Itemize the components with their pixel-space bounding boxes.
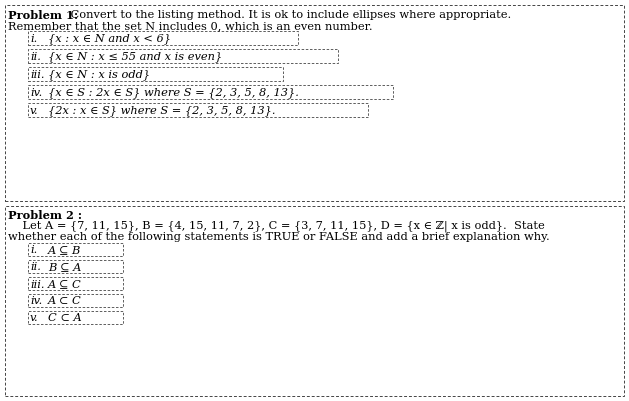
Text: {x ∈ N : x is odd}: {x ∈ N : x is odd} — [48, 69, 150, 80]
Text: Convert to the listing method. It is ok to include ellipses where appropriate.: Convert to the listing method. It is ok … — [67, 10, 511, 20]
Text: Problem 1:: Problem 1: — [8, 10, 78, 21]
Bar — [5, 6, 624, 201]
Text: B ⊆ A: B ⊆ A — [48, 262, 81, 272]
Bar — [28, 294, 123, 307]
Bar — [28, 68, 283, 82]
Text: iii.: iii. — [30, 70, 45, 80]
Text: ii.: ii. — [30, 52, 41, 62]
Bar — [28, 104, 368, 118]
Text: {x ∈ N : x ≤ 55 and x is even}: {x ∈ N : x ≤ 55 and x is even} — [48, 51, 222, 62]
Text: v.: v. — [30, 106, 38, 116]
Bar — [28, 243, 123, 256]
Text: {x ∈ S : 2x ∈ S} where S = {2, 3, 5, 8, 13}.: {x ∈ S : 2x ∈ S} where S = {2, 3, 5, 8, … — [48, 87, 299, 98]
Bar — [28, 32, 298, 46]
Text: iv.: iv. — [30, 88, 42, 98]
Text: Let A = {7, 11, 15}, B = {4, 15, 11, 7, 2}, C = {3, 7, 11, 15}, D = {x ∈ ℤ| x is: Let A = {7, 11, 15}, B = {4, 15, 11, 7, … — [8, 221, 545, 232]
Text: Remember that the set N includes 0, which is an even number.: Remember that the set N includes 0, whic… — [8, 21, 372, 31]
Text: i.: i. — [30, 34, 37, 44]
Text: A ⊂ C: A ⊂ C — [48, 296, 82, 306]
Bar — [28, 50, 338, 64]
Text: iii.: iii. — [30, 279, 45, 289]
Text: iv.: iv. — [30, 296, 42, 306]
Bar — [28, 277, 123, 290]
Bar — [28, 86, 393, 100]
Text: v.: v. — [30, 313, 38, 323]
Text: C ⊂ A: C ⊂ A — [48, 313, 82, 323]
Text: whether each of the following statements is TRUE or FALSE and add a brief explan: whether each of the following statements… — [8, 231, 550, 241]
Text: {2x : x ∈ S} where S = {2, 3, 5, 8, 13}.: {2x : x ∈ S} where S = {2, 3, 5, 8, 13}. — [48, 105, 276, 116]
Text: A ⊆ B: A ⊆ B — [48, 245, 81, 255]
Text: Problem 2 :: Problem 2 : — [8, 209, 82, 221]
Text: A ⊆ C: A ⊆ C — [48, 279, 82, 289]
Text: {x : x ∈ N and x < 6}: {x : x ∈ N and x < 6} — [48, 34, 171, 44]
Bar — [28, 260, 123, 273]
Text: i.: i. — [30, 245, 37, 255]
Bar — [5, 207, 624, 396]
Text: ii.: ii. — [30, 262, 41, 272]
Bar — [28, 311, 123, 324]
